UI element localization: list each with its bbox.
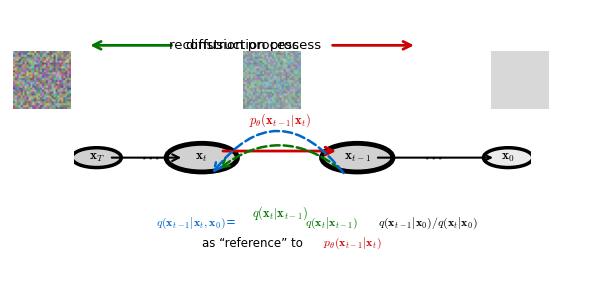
Text: $q(\mathbf{x}_t|\mathbf{x}_{t-1})$: $q(\mathbf{x}_t|\mathbf{x}_{t-1})$ [304,216,358,231]
Text: $p_{\theta}(\mathbf{x}_{t-1}|\mathbf{x}_t)$: $p_{\theta}(\mathbf{x}_{t-1}|\mathbf{x}_… [323,236,382,251]
Text: $q(\mathbf{x}_{t-1}|\mathbf{x}_0)/q(\mathbf{x}_t|\mathbf{x}_0)$: $q(\mathbf{x}_{t-1}|\mathbf{x}_0)/q(\mat… [378,216,478,231]
Text: $q(\mathbf{x}_{t-1}|\mathbf{x}_t, \mathbf{x}_0)$=: $q(\mathbf{x}_{t-1}|\mathbf{x}_t, \mathb… [156,216,237,231]
FancyArrowPatch shape [221,145,340,169]
Text: $\mathbf{x}_T$: $\mathbf{x}_T$ [88,151,104,164]
Ellipse shape [166,143,237,172]
Ellipse shape [322,143,393,172]
Ellipse shape [72,148,122,168]
Text: $\mathbf{x}_0$: $\mathbf{x}_0$ [502,151,515,164]
Text: $\mathbf{x}_{t-1}$: $\mathbf{x}_{t-1}$ [343,151,371,164]
Text: $\cdots$: $\cdots$ [423,148,442,167]
Ellipse shape [483,148,533,168]
Text: $\cdots$: $\cdots$ [140,148,159,167]
FancyArrowPatch shape [214,131,343,173]
Text: $\mathbf{x}_t$: $\mathbf{x}_t$ [195,151,208,164]
Text: $q(\mathbf{x}_t|\mathbf{x}_{t-1})$: $q(\mathbf{x}_t|\mathbf{x}_{t-1})$ [251,204,307,222]
Text: as “reference” to: as “reference” to [202,237,306,250]
Text: reconstruction process: reconstruction process [169,39,321,52]
Text: diffusion process: diffusion process [186,39,299,52]
Text: $p_{\theta}(\mathbf{x}_{t-1}|\mathbf{x}_t)$: $p_{\theta}(\mathbf{x}_{t-1}|\mathbf{x}_… [248,111,310,129]
